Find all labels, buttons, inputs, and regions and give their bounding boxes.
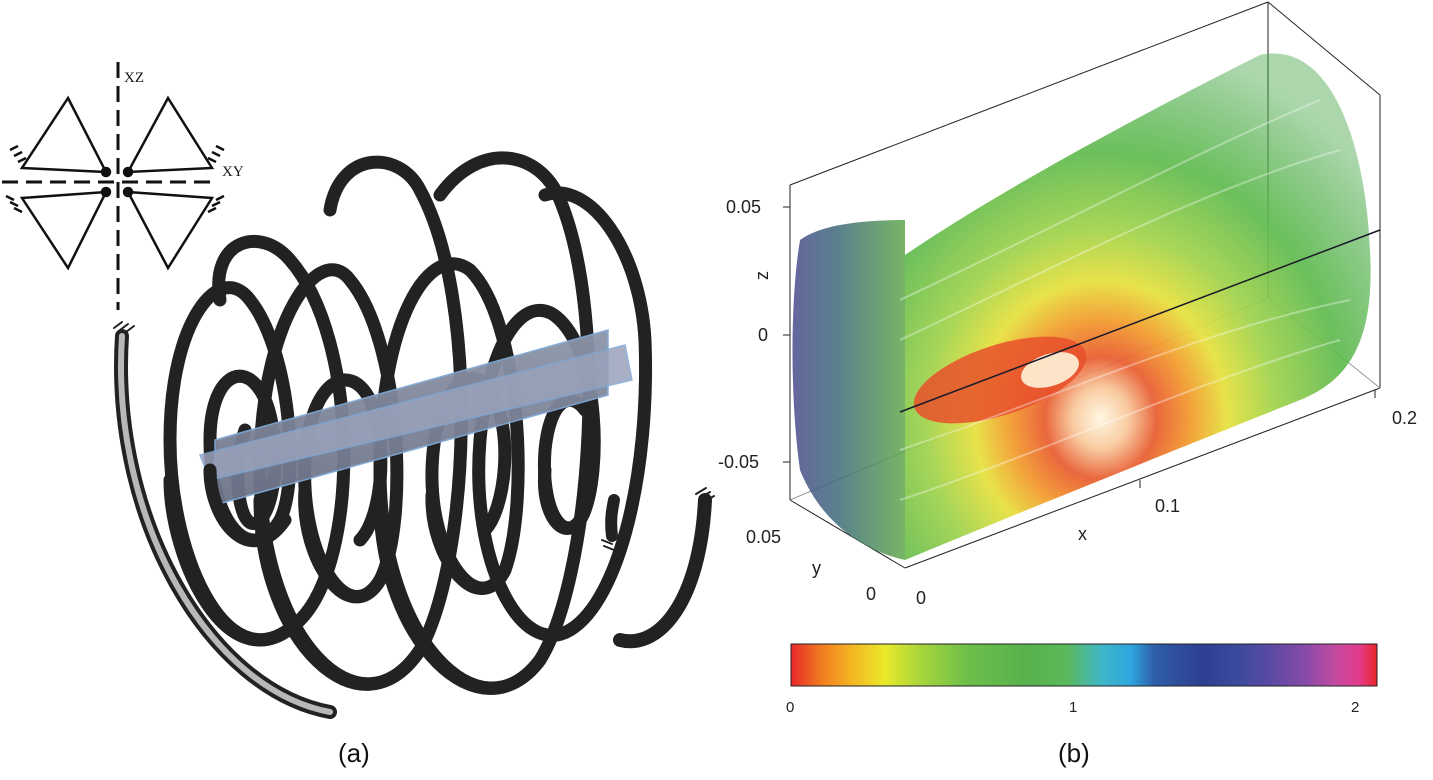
xz-label: XZ xyxy=(124,70,144,86)
coil-lead-right xyxy=(613,493,712,649)
symmetry-schematic xyxy=(5,95,225,271)
y-axis-label: y xyxy=(812,558,821,578)
field-body xyxy=(905,53,1371,560)
colorbar-tick-1: 1 xyxy=(1069,699,1077,716)
colorbar-tick-0: 0 xyxy=(786,699,794,716)
x-axis-label: x xyxy=(1078,524,1087,544)
z-tick--0.05: -0.05 xyxy=(718,452,759,472)
x-tick-0.1: 0.1 xyxy=(1155,496,1180,516)
z-axis: 0.05 0 -0.05 z xyxy=(718,197,790,472)
colorbar-gradient xyxy=(790,643,1378,687)
x-axis: 0 0.1 0.2 x xyxy=(916,390,1417,608)
panel-b: 0.05 0 -0.05 z 0.05 y 0 0 0.1 0.2 x 0 1 xyxy=(718,1,1417,768)
x-tick-0: 0 xyxy=(916,588,926,608)
coil-axis xyxy=(899,229,1381,413)
colorbar: 0 1 2 xyxy=(786,643,1378,716)
field-volume xyxy=(792,53,1371,560)
z-axis-label: z xyxy=(752,271,772,280)
caption-a: (a) xyxy=(338,738,370,768)
symmetry-planes xyxy=(198,329,633,506)
field-side-face xyxy=(792,220,905,560)
caption-b: (b) xyxy=(1058,738,1090,768)
colorbar-tick-2: 2 xyxy=(1351,699,1359,716)
xy-label: XY xyxy=(222,164,244,180)
x-tick-0.2: 0.2 xyxy=(1392,408,1417,428)
z-tick-0: 0 xyxy=(758,325,768,345)
y-tick-0: 0 xyxy=(866,584,876,604)
y-axis: 0.05 y 0 xyxy=(746,527,876,604)
y-tick-0.05: 0.05 xyxy=(746,527,781,547)
panel-a: XZ XY xyxy=(2,62,715,768)
z-tick-0.05: 0.05 xyxy=(726,197,761,217)
